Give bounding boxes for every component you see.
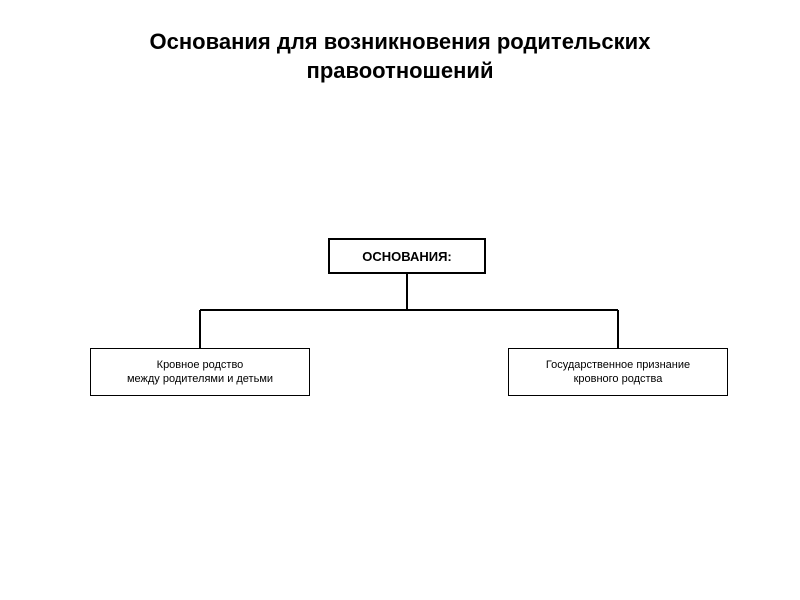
child-node-right: Государственное признаниекровного родств… xyxy=(508,348,728,396)
child-node-left: Кровное родствомежду родителями и детьми xyxy=(90,348,310,396)
child-node-right-label: Государственное признаниекровного родств… xyxy=(546,358,690,387)
connector-left-down xyxy=(199,310,201,348)
root-node-label: ОСНОВАНИЯ: xyxy=(362,249,452,264)
diagram-title: Основания для возникновения родительских… xyxy=(0,28,800,85)
root-node: ОСНОВАНИЯ: xyxy=(328,238,486,274)
connector-root-down xyxy=(406,274,408,310)
connector-horizontal xyxy=(200,309,618,311)
connector-right-down xyxy=(617,310,619,348)
child-node-left-label: Кровное родствомежду родителями и детьми xyxy=(127,358,273,387)
